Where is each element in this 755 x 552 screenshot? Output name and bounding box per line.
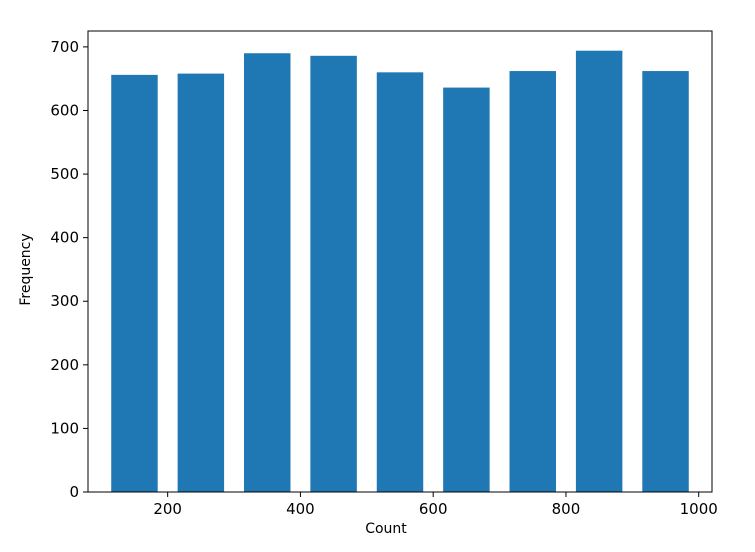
y-tick-label: 0 [69,483,79,501]
y-tick-label: 100 [50,419,79,437]
histogram-bar [177,73,225,493]
bars-group [111,50,689,493]
x-axis-ticks: 200 400 600 800 1000 [153,492,718,518]
histogram-bar [575,50,623,492]
x-tick-label: 400 [286,500,315,518]
y-tick-label: 600 [50,101,79,119]
y-tick-label: 700 [50,38,79,56]
histogram-bar [310,55,357,493]
y-tick-label: 400 [50,229,79,247]
y-tick-label: 500 [50,165,79,183]
x-tick-label: 1000 [680,500,718,518]
histogram-bar [443,87,490,492]
x-tick-label: 800 [552,500,581,518]
y-axis-label: Frequency [18,233,34,305]
y-axis-ticks: 0 100 200 300 400 500 600 700 [50,38,88,501]
plot-frame [87,30,713,493]
x-tick-label: 600 [419,500,448,518]
histogram-bar [642,71,689,492]
y-tick-label: 200 [50,356,79,374]
x-axis-label: Count [365,521,407,537]
histogram-bar [244,53,291,492]
x-tick-label: 200 [153,500,182,518]
histogram-bar [376,72,424,493]
y-tick-label: 300 [50,292,79,310]
histogram-bar [509,71,556,492]
histogram-bar [111,74,158,492]
